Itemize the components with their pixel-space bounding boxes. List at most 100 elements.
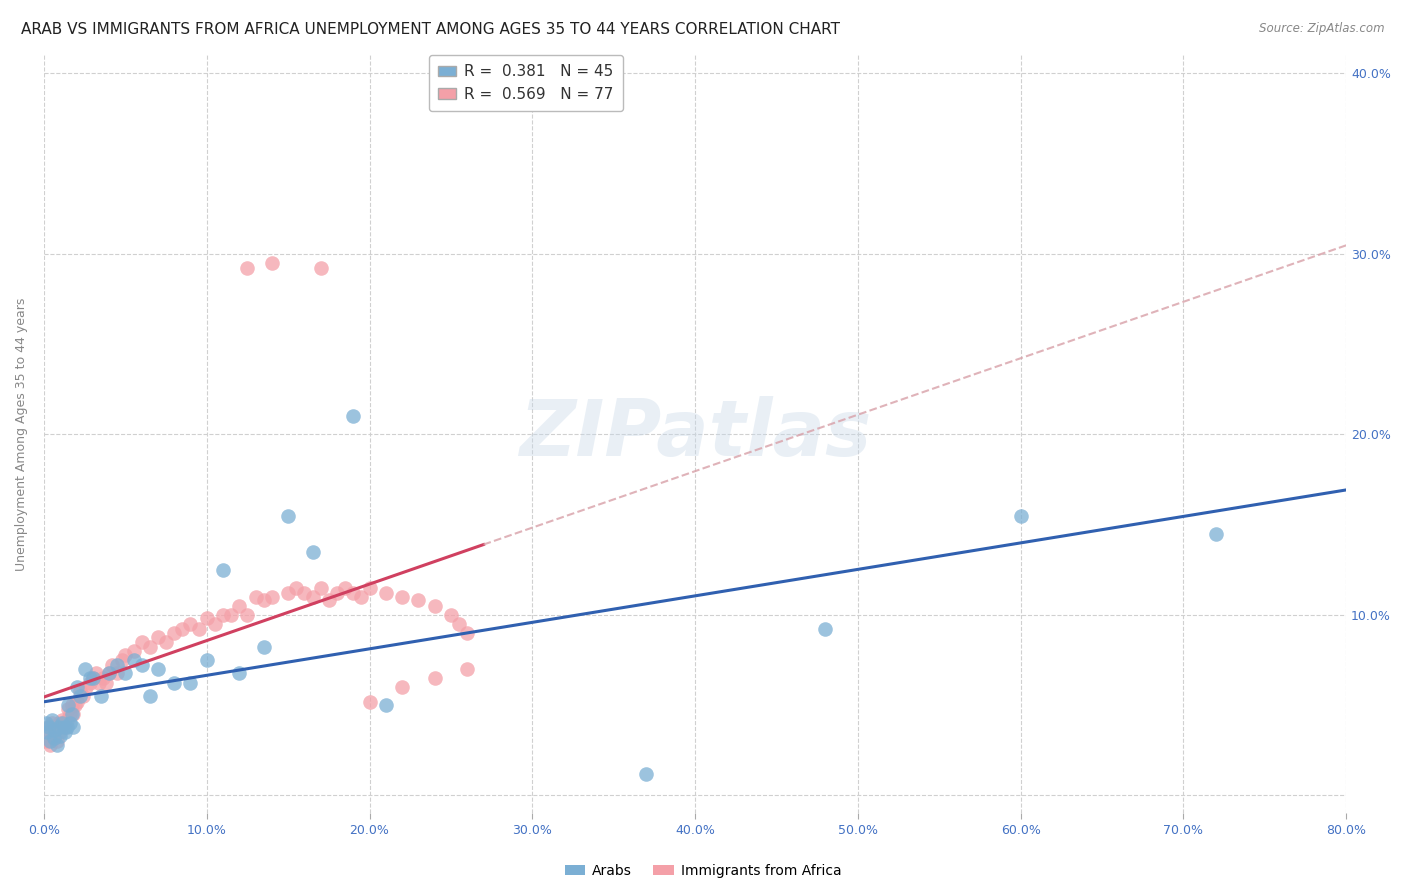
- Point: [172, 622, 194, 636]
- Point: [449, 616, 471, 631]
- Point: [456, 626, 478, 640]
- Point: [245, 590, 267, 604]
- Point: [41, 713, 63, 727]
- Point: [228, 599, 250, 613]
- Point: [44, 723, 66, 738]
- Point: [423, 671, 446, 685]
- Point: [236, 261, 259, 276]
- Point: [49, 725, 72, 739]
- Point: [51, 713, 73, 727]
- Point: [105, 665, 128, 680]
- Point: [309, 581, 332, 595]
- Point: [318, 593, 340, 607]
- Point: [53, 720, 76, 734]
- Point: [359, 581, 381, 595]
- Point: [253, 640, 276, 655]
- Point: [228, 665, 250, 680]
- Point: [391, 680, 413, 694]
- Point: [408, 593, 430, 607]
- Point: [440, 607, 463, 622]
- Point: [814, 622, 837, 636]
- Point: [333, 581, 356, 595]
- Point: [101, 658, 124, 673]
- Point: [51, 716, 73, 731]
- Point: [42, 731, 65, 745]
- Point: [179, 676, 201, 690]
- Point: [65, 680, 87, 694]
- Point: [59, 707, 82, 722]
- Point: [79, 671, 101, 685]
- Point: [212, 563, 235, 577]
- Point: [277, 508, 299, 523]
- Point: [139, 640, 162, 655]
- Point: [34, 725, 56, 739]
- Point: [44, 723, 66, 738]
- Point: [58, 702, 80, 716]
- Point: [277, 586, 299, 600]
- Point: [294, 586, 316, 600]
- Point: [236, 607, 259, 622]
- Point: [342, 409, 364, 424]
- Point: [1010, 508, 1032, 523]
- Point: [52, 720, 75, 734]
- Point: [55, 713, 77, 727]
- Point: [122, 653, 145, 667]
- Point: [260, 256, 283, 270]
- Point: [301, 544, 323, 558]
- Point: [89, 676, 111, 690]
- Point: [163, 676, 186, 690]
- Point: [63, 698, 86, 712]
- Y-axis label: Unemployment Among Ages 35 to 44 years: Unemployment Among Ages 35 to 44 years: [15, 298, 28, 571]
- Point: [60, 707, 83, 722]
- Point: [48, 716, 70, 731]
- Text: Source: ZipAtlas.com: Source: ZipAtlas.com: [1260, 22, 1385, 36]
- Point: [37, 725, 59, 739]
- Point: [90, 689, 112, 703]
- Point: [46, 734, 69, 748]
- Point: [423, 599, 446, 613]
- Point: [219, 607, 242, 622]
- Point: [122, 644, 145, 658]
- Point: [41, 716, 63, 731]
- Text: ARAB VS IMMIGRANTS FROM AFRICA UNEMPLOYMENT AMONG AGES 35 TO 44 YEARS CORRELATIO: ARAB VS IMMIGRANTS FROM AFRICA UNEMPLOYM…: [21, 22, 841, 37]
- Point: [212, 607, 235, 622]
- Point: [65, 694, 87, 708]
- Point: [285, 581, 308, 595]
- Point: [98, 665, 121, 680]
- Point: [84, 665, 107, 680]
- Point: [82, 671, 104, 685]
- Point: [131, 635, 153, 649]
- Point: [75, 680, 97, 694]
- Legend: Arabs, Immigrants from Africa: Arabs, Immigrants from Africa: [560, 858, 846, 883]
- Point: [204, 616, 226, 631]
- Point: [359, 694, 381, 708]
- Point: [82, 671, 104, 685]
- Point: [52, 716, 75, 731]
- Point: [94, 676, 117, 690]
- Point: [139, 689, 162, 703]
- Point: [38, 720, 60, 734]
- Point: [53, 725, 76, 739]
- Point: [46, 738, 69, 752]
- Point: [374, 698, 396, 712]
- Point: [374, 586, 396, 600]
- Point: [131, 658, 153, 673]
- Point: [62, 720, 84, 734]
- Point: [179, 616, 201, 631]
- Point: [350, 590, 373, 604]
- Point: [72, 689, 94, 703]
- Point: [49, 729, 72, 743]
- Point: [155, 635, 177, 649]
- Point: [62, 707, 84, 722]
- Legend: R =  0.381   N = 45, R =  0.569   N = 77: R = 0.381 N = 45, R = 0.569 N = 77: [429, 55, 623, 112]
- Point: [114, 648, 136, 662]
- Point: [456, 662, 478, 676]
- Point: [98, 665, 121, 680]
- Point: [73, 662, 96, 676]
- Point: [69, 683, 91, 698]
- Point: [309, 261, 332, 276]
- Point: [391, 590, 413, 604]
- Point: [55, 720, 77, 734]
- Point: [114, 665, 136, 680]
- Point: [39, 738, 62, 752]
